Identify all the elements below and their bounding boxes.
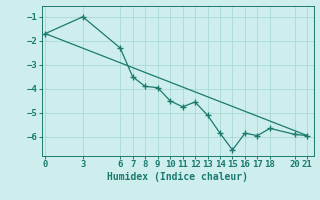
X-axis label: Humidex (Indice chaleur): Humidex (Indice chaleur) xyxy=(107,172,248,182)
